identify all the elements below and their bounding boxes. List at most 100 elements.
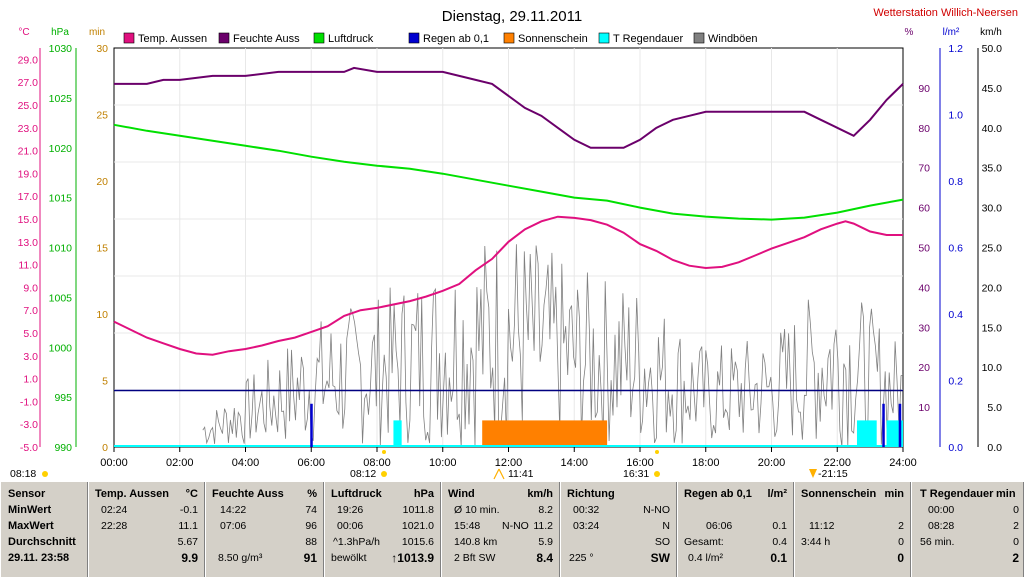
series-temp-line: [113, 215, 903, 356]
table-col-sensor: Sensor MinWert MaxWert Durchschnitt 29.1…: [0, 482, 88, 577]
cell-time: 14:22: [220, 504, 247, 516]
series-windboeen-line: [202, 244, 904, 448]
y-tick-label: -5.0: [20, 442, 38, 454]
cell-time: 07:06: [220, 520, 247, 532]
y-tick-label: 30.0: [982, 203, 1003, 215]
chart-title: Dienstag, 29.11.2011: [442, 8, 582, 25]
y-tick-label: 25.0: [982, 243, 1003, 255]
cell-time: 02:24: [101, 504, 128, 516]
cell-value: 1015.6: [401, 536, 434, 548]
cell-time: 11:12: [809, 520, 835, 532]
y-tick-label: -1.0: [20, 396, 38, 408]
cell-current: 0.1: [770, 551, 787, 565]
cell-total: 0.4 l/m²: [688, 552, 724, 564]
sun-icon: [42, 471, 48, 477]
weather-chart: 00:00 02:00 04:00 06:00 08:00 10:00 12:00 14:00…: [10, 7, 1018, 480]
row-label: MinWert: [8, 504, 52, 516]
y-tick-label: 20: [918, 362, 930, 374]
sunset-tick-icon: [655, 450, 659, 454]
y-tick-label: -3.0: [20, 419, 38, 431]
y-tick-label: 90: [918, 83, 930, 95]
y-tick-label: 80: [918, 123, 930, 135]
bar-rain-duration: [856, 420, 877, 447]
x-tick-label: 22:00: [823, 457, 851, 469]
y-tick-label: 17.0: [18, 191, 39, 203]
y-tick-label: 9.0: [23, 282, 38, 294]
x-tick-label: 00:00: [100, 457, 128, 469]
y-tick-label: 21.0: [18, 146, 39, 158]
y-tick-label: 45.0: [982, 83, 1003, 95]
y-tick-label: 27.0: [18, 77, 39, 89]
cell-value: 0.4: [772, 536, 787, 548]
legend-swatch: [123, 32, 135, 44]
y-tick-label: 50.0: [982, 43, 1003, 55]
y-tick-label: 30: [96, 43, 108, 55]
statistics-table: Sensor MinWert MaxWert Durchschnitt 29.1…: [0, 482, 1024, 577]
cell-value: N-NO: [643, 504, 670, 516]
y-tick-label: 1020: [49, 143, 73, 155]
marker-noon-label: 11:41: [508, 468, 534, 480]
cell-current: 8.4: [536, 551, 553, 565]
cell-value: SO: [654, 536, 670, 548]
axis-unit-label: %: [905, 27, 914, 38]
col-title: Richtung: [567, 488, 615, 500]
y-tick-label: 1000: [49, 342, 73, 354]
x-tick-label: 14:00: [560, 457, 588, 469]
cell-degrees: 225 °: [569, 552, 594, 564]
cell-label: Ø 10 min.: [454, 504, 500, 516]
table-col-pressure: Luftdruck hPa 19:26 1011.8 00:06 1021.0 …: [324, 482, 441, 577]
cell-value: 2: [898, 520, 904, 532]
table-col-humidity: Feuchte Auss % 14:22 74 07:06 96 88 8.50…: [205, 482, 324, 577]
x-tick-label: 10:00: [429, 457, 457, 469]
y-tick-label: 15.0: [982, 322, 1003, 334]
legend-label: Luftdruck: [328, 33, 374, 45]
marker-left-label: 08:18: [10, 468, 36, 480]
y-tick-label: 40.0: [982, 123, 1003, 135]
cell-time: 00:00: [928, 504, 955, 516]
cell-time: 19:26: [337, 504, 364, 516]
y-tick-label: 23.0: [18, 123, 39, 135]
x-tick-label: 12:00: [495, 457, 523, 469]
axis-unit-label: hPa: [51, 27, 69, 38]
cell-value: 0: [1013, 504, 1019, 516]
series-luftdruck-line: [113, 123, 904, 221]
cell-direction: N-NO: [502, 520, 529, 532]
y-tick-label: 29.0: [18, 54, 39, 66]
cell-label: Gesamt:: [684, 536, 724, 548]
col-title: Luftdruck: [331, 488, 382, 500]
cell-value: 1011.8: [402, 504, 434, 516]
y-tick-label: 990: [54, 442, 72, 454]
cell-value: 11.2: [533, 520, 553, 532]
cell-total: 56 min.: [920, 536, 955, 548]
row-label: 29.11. 23:58: [8, 552, 70, 564]
col-title: Feuchte Auss: [212, 488, 284, 500]
y-tick-label: 25: [96, 110, 108, 122]
y-tick-label: 13.0: [18, 237, 39, 249]
y-tick-label: 1025: [49, 93, 73, 105]
cell-current: 0: [897, 551, 904, 565]
axis-unit-label: l/m²: [943, 27, 960, 38]
y-tick-label: 0.8: [948, 176, 963, 188]
y-tick-label: 1.0: [23, 374, 38, 386]
y-tick-label: 1030: [49, 43, 73, 55]
legend-swatch: [313, 32, 325, 44]
y-tick-label: 0.0: [987, 442, 1002, 454]
y-tick-label: 40: [918, 282, 930, 294]
cell-time: 08:28: [928, 520, 955, 532]
x-tick-label: 06:00: [297, 457, 325, 469]
cell-time: 06:06: [706, 520, 733, 532]
cell-value: N: [662, 520, 670, 532]
y-tick-label: 25.0: [18, 100, 39, 112]
cell-time: 00:06: [337, 520, 364, 532]
y-tick-label: 0.2: [948, 376, 963, 388]
legend-label: Temp. Aussen: [138, 33, 207, 45]
bar-rain: [882, 403, 885, 447]
x-tick-label: 16:00: [626, 457, 654, 469]
y-tick-label: 60: [918, 203, 930, 215]
sunrise-icon: [381, 471, 387, 477]
y-tick-label: 7.0: [23, 305, 38, 317]
cell-value: -0.1: [179, 504, 198, 516]
col-unit: l/m²: [767, 488, 787, 500]
noon-arrow-icon: [493, 468, 505, 480]
legend-label: Regen ab 0,1: [423, 33, 489, 45]
